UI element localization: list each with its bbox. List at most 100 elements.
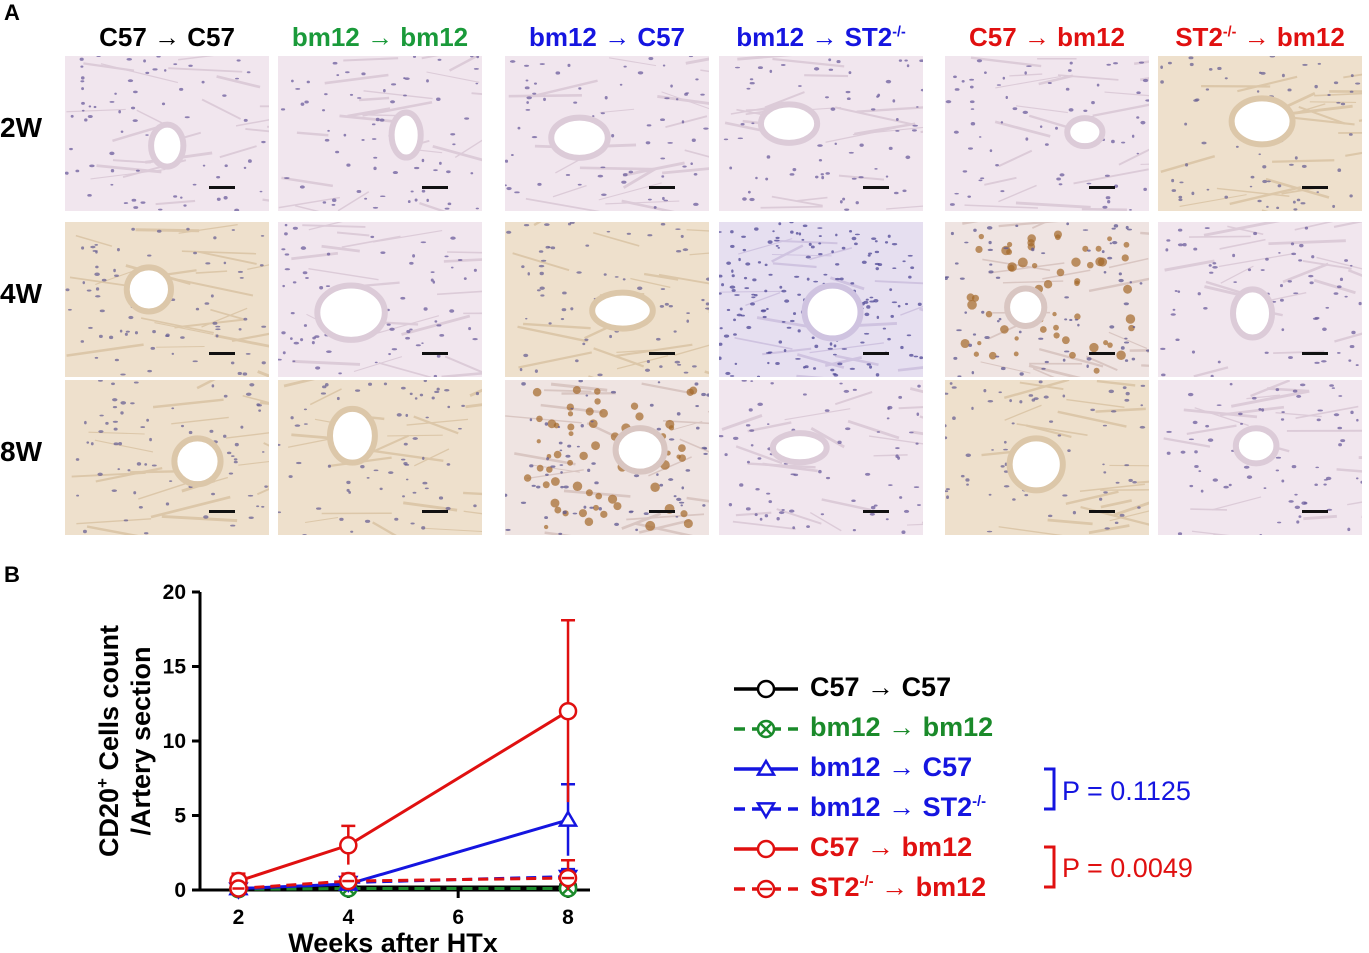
data-point bbox=[558, 868, 578, 888]
legend-label: C57 → C57 bbox=[810, 672, 951, 703]
scale-bar bbox=[1089, 352, 1115, 355]
scale-bar bbox=[209, 186, 235, 189]
p-value-red: P = 0.0049 bbox=[1062, 853, 1193, 883]
column-header-6: ST2-/- → bm12 bbox=[1158, 22, 1362, 53]
data-point bbox=[558, 701, 578, 721]
legend-marker bbox=[756, 839, 776, 859]
series-line bbox=[238, 876, 569, 891]
micrograph-2w-col6 bbox=[1158, 56, 1362, 211]
row-header-8w: 8W bbox=[0, 436, 42, 467]
legend-swatch bbox=[734, 758, 798, 776]
scale-bar bbox=[863, 186, 889, 189]
data-point bbox=[229, 879, 248, 898]
y-tick-label: 10 bbox=[163, 730, 186, 753]
scale-bar bbox=[1302, 510, 1328, 513]
series-3 bbox=[228, 782, 579, 896]
micrograph-4w-col3 bbox=[505, 222, 709, 377]
scale-bar bbox=[863, 510, 889, 513]
micrograph-2w-col1 bbox=[65, 56, 269, 211]
row-header-4w: 4W bbox=[0, 278, 42, 309]
micrograph-4w-col5 bbox=[945, 222, 1149, 377]
legend-item-6: ST2-/- → bm12 bbox=[730, 870, 1050, 906]
micrograph-8w-col3 bbox=[505, 380, 709, 535]
panel-b-label: B bbox=[4, 562, 20, 587]
legend-from: C57 bbox=[810, 832, 860, 862]
legend-item-4: bm12 → ST2-/- bbox=[730, 790, 1050, 826]
scale-bar bbox=[422, 186, 448, 189]
legend-item-2: bm12 → bm12 bbox=[730, 710, 1050, 746]
micrograph-2w-col3 bbox=[505, 56, 709, 211]
scale-bar bbox=[422, 352, 448, 355]
column-header-5: C57 → bm12 bbox=[945, 22, 1149, 53]
column-header-3: bm12 → C57 bbox=[505, 22, 709, 53]
column-header-4: bm12 → ST2-/- bbox=[719, 22, 923, 53]
column-header-text: bm12 → C57 bbox=[528, 22, 686, 52]
y-tick-label: 5 bbox=[174, 805, 186, 828]
micrograph-2w-col5 bbox=[945, 56, 1149, 211]
y-tick-label: 20 bbox=[163, 581, 186, 604]
scale-bar bbox=[1302, 352, 1328, 355]
micrograph-4w-col1 bbox=[65, 222, 269, 377]
legend-arrow: → bbox=[888, 792, 916, 822]
legend-swatch bbox=[734, 839, 798, 859]
y-axis-title: CD20+ Cells count/Artery section bbox=[93, 625, 156, 857]
legend-item-1: C57 → C57 bbox=[730, 670, 1050, 706]
legend-to: C57 bbox=[901, 672, 952, 702]
column-header-text: C57 → C57 bbox=[99, 22, 235, 52]
micrograph-8w-col6 bbox=[1158, 380, 1362, 535]
legend-arrow: → bbox=[888, 712, 916, 742]
legend-to: bm12 bbox=[922, 712, 994, 742]
scale-bar bbox=[1089, 510, 1115, 513]
data-point bbox=[339, 836, 358, 855]
scale-bar bbox=[209, 352, 235, 355]
x-axis-title: Weeks after HTx bbox=[288, 928, 498, 953]
legend-marker bbox=[755, 802, 777, 820]
scale-bar bbox=[209, 510, 235, 513]
legend-swatch bbox=[734, 879, 798, 899]
scale-bar bbox=[863, 352, 889, 355]
legend-marker bbox=[755, 758, 777, 776]
scale-bar bbox=[1302, 186, 1328, 189]
bracket-blue bbox=[1044, 767, 1056, 811]
legend-from: C57 bbox=[810, 672, 860, 702]
legend-from: ST2 bbox=[810, 872, 860, 902]
y-axis-title-line1: CD20+ Cells count bbox=[93, 625, 124, 857]
scale-bar bbox=[422, 510, 448, 513]
micrograph-8w-col1 bbox=[65, 380, 269, 535]
legend-to: ST2 bbox=[922, 792, 973, 822]
series-4 bbox=[228, 867, 579, 900]
scale-bar bbox=[1089, 186, 1115, 189]
legend-item-3: bm12 → C57 bbox=[730, 750, 1050, 786]
legend-from: bm12 bbox=[810, 712, 881, 742]
legend-label: C57 → bm12 bbox=[810, 832, 972, 863]
legend-item-5: C57 → bm12 bbox=[730, 830, 1050, 866]
column-header-text: ST2 bbox=[1175, 22, 1223, 52]
series-6 bbox=[229, 858, 578, 898]
p-value-brackets bbox=[1044, 767, 1056, 889]
column-header-superscript: -/- bbox=[1222, 24, 1237, 41]
legend-marker bbox=[756, 679, 776, 699]
x-tick-label: 8 bbox=[562, 906, 574, 929]
legend-from: bm12 bbox=[810, 752, 881, 782]
legend-arrow: → bbox=[881, 872, 909, 902]
legend-label: bm12 → ST2-/- bbox=[810, 792, 986, 823]
scale-bar bbox=[649, 510, 675, 513]
legend-arrow: → bbox=[867, 832, 895, 862]
x-tick-label: 4 bbox=[342, 906, 354, 929]
legend-label: bm12 → C57 bbox=[810, 752, 972, 783]
scale-bar bbox=[649, 186, 675, 189]
y-tick-label: 15 bbox=[163, 656, 187, 679]
data-point bbox=[339, 871, 358, 891]
legend-label: bm12 → bm12 bbox=[810, 712, 993, 743]
micrograph-8w-col2 bbox=[278, 380, 482, 535]
legend-swatch bbox=[734, 679, 798, 699]
micrograph-8w-col5 bbox=[945, 380, 1149, 535]
column-header-text: bm12 → bm12 bbox=[291, 22, 469, 52]
series-line bbox=[238, 887, 569, 891]
x-tick-label: 6 bbox=[452, 906, 464, 929]
legend-swatch bbox=[734, 719, 798, 739]
legend-marker bbox=[756, 879, 776, 899]
panel-a-label: A bbox=[4, 0, 20, 25]
column-header-text: bm12 → ST2 bbox=[736, 22, 893, 52]
legend-from-superscript: -/- bbox=[859, 874, 874, 890]
